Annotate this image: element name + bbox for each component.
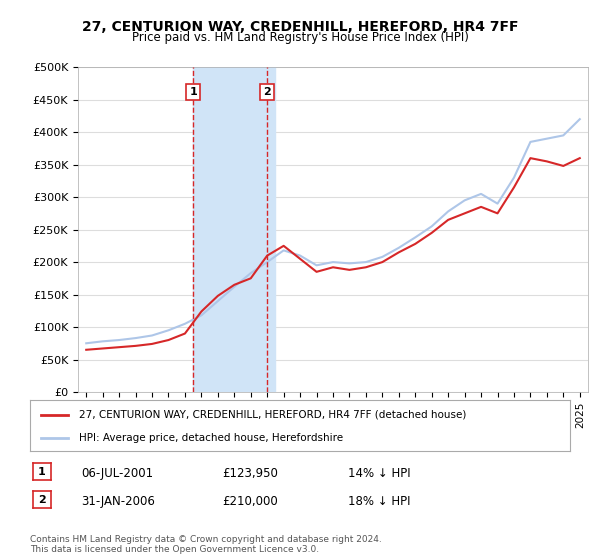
- Text: 18% ↓ HPI: 18% ↓ HPI: [348, 494, 410, 508]
- Text: 2: 2: [38, 494, 46, 505]
- Text: £123,950: £123,950: [222, 466, 278, 480]
- Text: 2: 2: [263, 87, 271, 97]
- Text: £210,000: £210,000: [222, 494, 278, 508]
- Text: Contains HM Land Registry data © Crown copyright and database right 2024.
This d: Contains HM Land Registry data © Crown c…: [30, 535, 382, 554]
- Text: 06-JUL-2001: 06-JUL-2001: [81, 466, 153, 480]
- Text: HPI: Average price, detached house, Herefordshire: HPI: Average price, detached house, Here…: [79, 433, 343, 443]
- Text: 14% ↓ HPI: 14% ↓ HPI: [348, 466, 410, 480]
- Text: 31-JAN-2006: 31-JAN-2006: [81, 494, 155, 508]
- Text: Price paid vs. HM Land Registry's House Price Index (HPI): Price paid vs. HM Land Registry's House …: [131, 31, 469, 44]
- Text: 1: 1: [189, 87, 197, 97]
- Bar: [193, 67, 275, 392]
- Text: 27, CENTURION WAY, CREDENHILL, HEREFORD, HR4 7FF (detached house): 27, CENTURION WAY, CREDENHILL, HEREFORD,…: [79, 409, 466, 419]
- Text: 1: 1: [38, 466, 46, 477]
- Text: 27, CENTURION WAY, CREDENHILL, HEREFORD, HR4 7FF: 27, CENTURION WAY, CREDENHILL, HEREFORD,…: [82, 20, 518, 34]
